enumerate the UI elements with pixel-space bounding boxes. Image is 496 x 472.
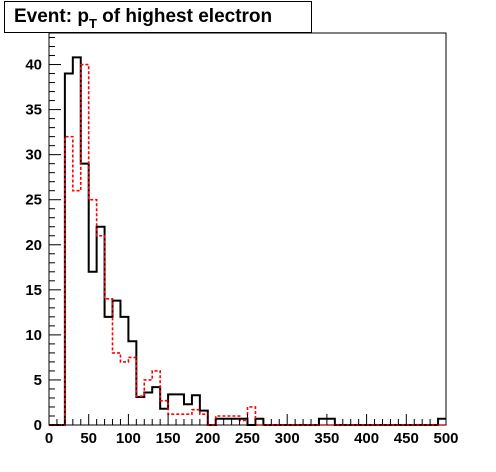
histogram-series-1 [49,56,446,426]
chart-title-main: Event: p [14,6,89,27]
x-tick-label: 350 [314,430,339,447]
x-tick-label: 200 [195,430,220,447]
y-tick-label: 30 [25,147,42,164]
x-tick-label: 100 [116,430,141,447]
chart-title: Event: pT of highest electron [4,1,312,33]
x-tick-label: 0 [45,430,53,447]
y-tick-label: 35 [25,102,42,119]
y-tick-label: 0 [34,417,42,434]
y-tick-label: 20 [25,237,42,254]
x-tick-label: 50 [80,430,97,447]
x-tick-label: 250 [235,430,260,447]
x-tick-label: 450 [394,430,419,447]
histogram-layer [49,56,446,426]
y-tick-label: 5 [34,372,42,389]
x-tick-label: 400 [354,430,379,447]
y-tick-label: 40 [25,57,42,74]
chart-title-subscript: T [88,16,97,31]
y-tick-label: 15 [25,282,42,299]
plot-frame [48,32,447,426]
x-tick-label: 500 [433,430,458,447]
y-tick-label: 10 [25,327,42,344]
x-tick-label: 150 [156,430,181,447]
x-tick-label: 300 [275,430,300,447]
axis-layer: 0 50 100 150 200 250 300 350 400 450 500 0 5 10 15 20 25… [25,37,459,447]
chart-title-rest: of highest electron [96,6,273,27]
y-tick-label: 25 [25,192,42,209]
histogram-series-2 [49,63,446,426]
